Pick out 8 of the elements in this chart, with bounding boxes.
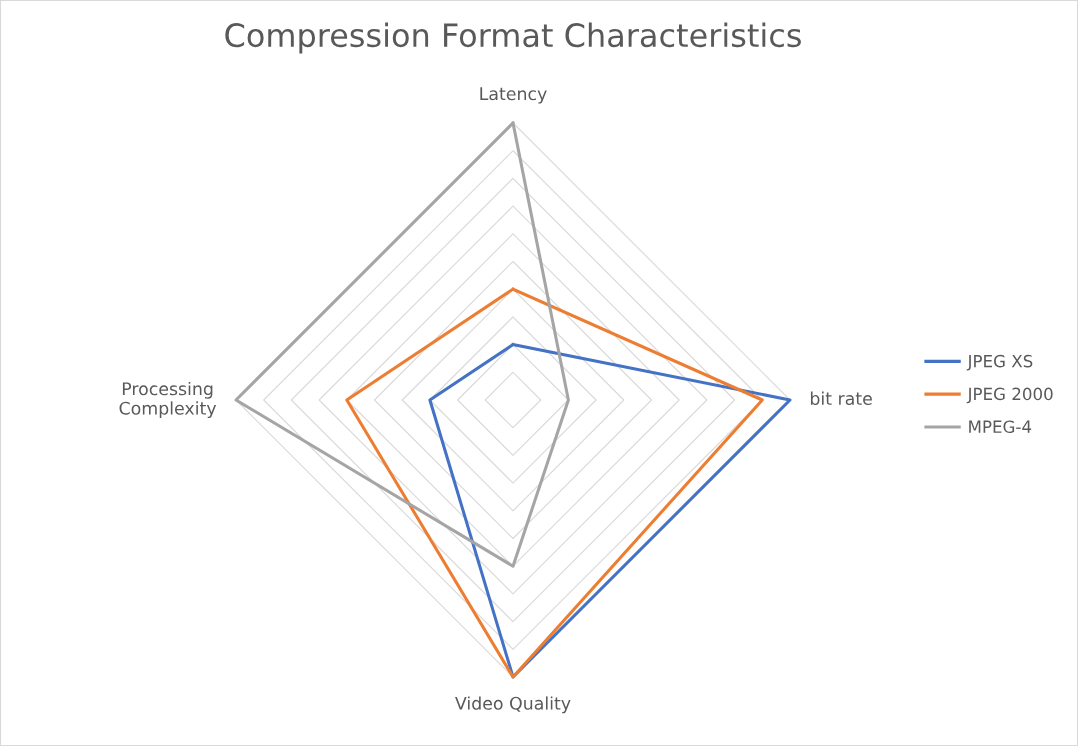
spoke-label: Latency	[480, 87, 547, 104]
legend-label: JPEG 2000	[966, 387, 1053, 404]
spoke-label: bit rate	[810, 391, 872, 406]
spoke-label: Video Quality	[455, 696, 571, 714]
legend-label: JPEG XS	[966, 354, 1033, 371]
legend-label: MPEG-4	[969, 420, 1032, 434]
chart-title: Compression Format Characteristics	[225, 22, 801, 54]
spoke-label: Processing Complexity	[119, 381, 217, 419]
